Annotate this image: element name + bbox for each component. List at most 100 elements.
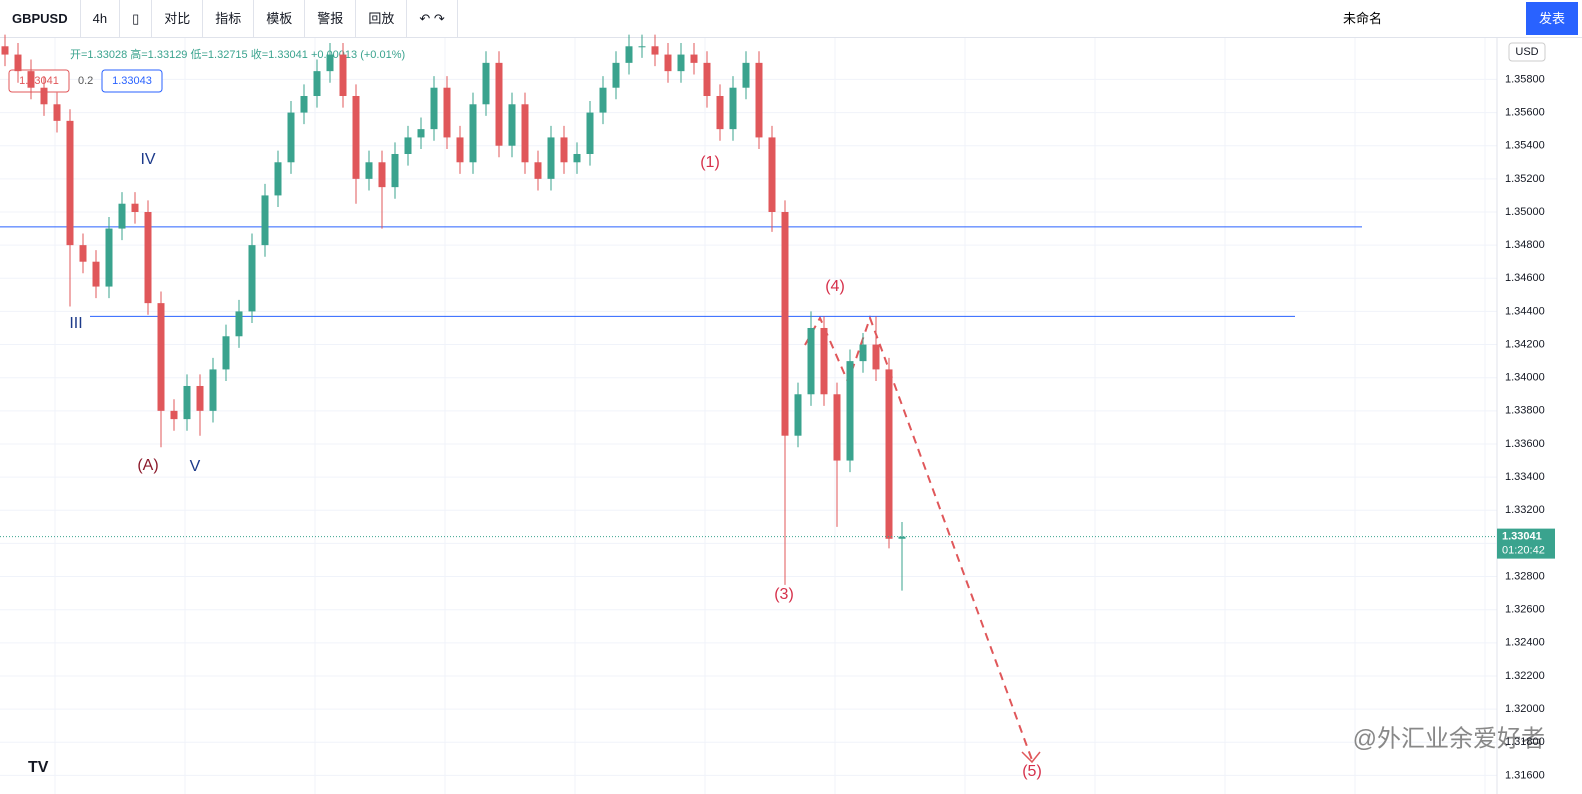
candle-body bbox=[404, 137, 412, 154]
candle-body bbox=[144, 211, 152, 304]
candle-body bbox=[573, 153, 581, 163]
candle-body bbox=[352, 95, 360, 179]
y-tick-label: 1.31600 bbox=[1505, 769, 1545, 781]
y-tick-label: 1.34800 bbox=[1505, 239, 1545, 251]
candle-body bbox=[885, 369, 893, 539]
wave-label: V bbox=[190, 458, 201, 475]
candle-body bbox=[599, 87, 607, 113]
candle-body bbox=[898, 536, 906, 539]
candle-body bbox=[638, 46, 646, 48]
candle-body bbox=[14, 54, 22, 72]
chart-type[interactable]: ▯ bbox=[120, 0, 153, 37]
y-tick-label: 1.35200 bbox=[1505, 173, 1545, 185]
tool[interactable]: 对比 bbox=[152, 0, 204, 37]
candle-body bbox=[183, 385, 191, 420]
candle-body bbox=[235, 311, 243, 337]
candle-body bbox=[742, 62, 750, 88]
projection-arrow bbox=[1021, 751, 1041, 764]
tool[interactable]: 模板 bbox=[254, 0, 306, 37]
candle-body bbox=[495, 62, 503, 146]
candle-body bbox=[690, 54, 698, 63]
candle-body bbox=[872, 344, 880, 370]
price-badge-bg bbox=[1497, 528, 1555, 559]
watermark: @外汇业余爱好者 bbox=[1353, 725, 1545, 752]
y-tick-label: 1.35800 bbox=[1505, 73, 1545, 85]
candle-body bbox=[326, 54, 334, 72]
projection-line bbox=[804, 315, 1033, 761]
logo: TV bbox=[28, 759, 49, 776]
ask: 1.33043 bbox=[112, 75, 152, 87]
candle-body bbox=[417, 129, 425, 138]
candle-body bbox=[768, 137, 776, 212]
countdown: 01:20:42 bbox=[1502, 545, 1545, 557]
candle-body bbox=[105, 228, 113, 287]
y-tick-label: 1.35000 bbox=[1505, 206, 1545, 218]
toolbar: GBPUSD 4h ▯ 对比 指标 模板 警报 回放 ↶ ↷ bbox=[0, 0, 1582, 38]
candle-body bbox=[846, 361, 854, 461]
y-tick-label: 1.34400 bbox=[1505, 305, 1545, 317]
candle-body bbox=[92, 261, 100, 287]
wave-label: (4) bbox=[825, 278, 845, 295]
price-badge: 1.33041 bbox=[1502, 531, 1542, 543]
wave-label: (A) bbox=[137, 457, 158, 474]
y-tick-label: 1.35600 bbox=[1505, 106, 1545, 118]
y-tick-label: 1.32200 bbox=[1505, 670, 1545, 682]
candle-body bbox=[196, 385, 204, 411]
candle-body bbox=[469, 104, 477, 163]
candle-body bbox=[664, 54, 672, 72]
tool[interactable]: 指标 bbox=[203, 0, 255, 37]
y-tick-label: 1.34200 bbox=[1505, 338, 1545, 350]
candle-body bbox=[1, 46, 9, 55]
candle-body bbox=[131, 203, 139, 212]
candle-body bbox=[261, 195, 269, 246]
candle-body bbox=[222, 336, 230, 370]
tool[interactable]: 回放 bbox=[356, 0, 408, 37]
currency-box[interactable] bbox=[1508, 42, 1546, 62]
ohlc-legend: 开=1.33028 高=1.33129 低=1.32715 收=1.33041 … bbox=[70, 47, 405, 61]
candle-body bbox=[248, 245, 256, 312]
undo[interactable]: ↶ ↷ bbox=[407, 0, 458, 37]
candle-body bbox=[443, 87, 451, 138]
candle-body bbox=[677, 54, 685, 72]
candle-body bbox=[534, 162, 542, 179]
layout-name[interactable]: 未命名 bbox=[1342, 11, 1382, 26]
symbol[interactable]: GBPUSD bbox=[0, 0, 81, 37]
tool[interactable]: 警报 bbox=[305, 0, 357, 37]
candle-body bbox=[53, 104, 61, 121]
candle-body bbox=[391, 153, 399, 188]
y-tick-label: 1.32600 bbox=[1505, 604, 1545, 616]
candle-body bbox=[157, 303, 165, 411]
candle-body bbox=[716, 95, 724, 130]
candle-body bbox=[79, 245, 87, 262]
candle-body bbox=[833, 394, 841, 461]
y-tick-label: 1.32000 bbox=[1505, 703, 1545, 715]
y-tick-label: 1.33200 bbox=[1505, 504, 1545, 516]
bid-box bbox=[8, 69, 70, 93]
candle-body bbox=[560, 137, 568, 163]
wave-label: IV bbox=[140, 151, 155, 168]
candle-body bbox=[755, 62, 763, 138]
candle-body bbox=[703, 62, 711, 96]
candle-body bbox=[820, 327, 828, 395]
ask-box bbox=[101, 69, 163, 93]
currency[interactable]: USD bbox=[1515, 46, 1538, 58]
candle-body bbox=[378, 162, 386, 188]
candle-body bbox=[209, 369, 217, 411]
candle-body bbox=[729, 87, 737, 130]
candle-body bbox=[482, 62, 490, 105]
wave-label: (5) bbox=[1022, 763, 1042, 780]
candle-body bbox=[586, 112, 594, 154]
candle-body bbox=[274, 162, 282, 196]
candle-body bbox=[625, 46, 633, 63]
y-tick-label: 1.32800 bbox=[1505, 570, 1545, 582]
candle-body bbox=[651, 46, 659, 55]
interval[interactable]: 4h bbox=[81, 0, 121, 37]
candle-body bbox=[339, 54, 347, 96]
candle-body bbox=[456, 137, 464, 163]
wave-label: III bbox=[69, 315, 82, 332]
publish-button[interactable]: 发表 bbox=[1526, 2, 1578, 35]
y-tick-label: 1.33800 bbox=[1505, 405, 1545, 417]
candle-body bbox=[300, 95, 308, 113]
candle-body bbox=[794, 394, 802, 436]
y-tick-label: 1.33600 bbox=[1505, 438, 1545, 450]
